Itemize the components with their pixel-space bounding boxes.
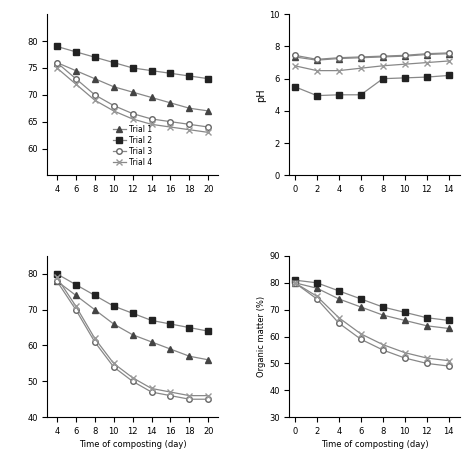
Legend: Trial 1, Trial 2, Trial 3, Trial 4: Trial 1, Trial 2, Trial 3, Trial 4 [111, 124, 154, 168]
Y-axis label: Organic matter (%): Organic matter (%) [257, 296, 266, 377]
Y-axis label: pH: pH [256, 88, 266, 101]
X-axis label: Time of composting (day): Time of composting (day) [321, 440, 428, 449]
X-axis label: Time of composting (day): Time of composting (day) [79, 440, 186, 449]
